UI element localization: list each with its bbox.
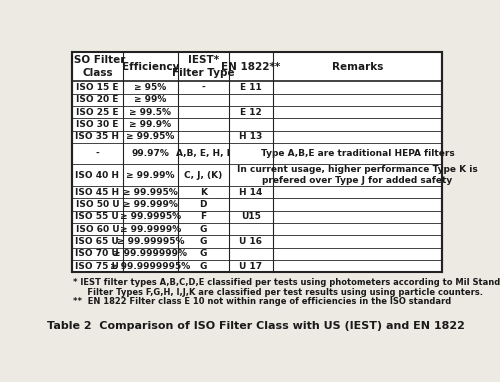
Bar bbox=[72, 52, 442, 272]
Text: ISO 55 U: ISO 55 U bbox=[76, 212, 119, 221]
Text: K: K bbox=[200, 188, 207, 197]
Text: H 13: H 13 bbox=[239, 132, 262, 141]
Text: ≥ 99.995%: ≥ 99.995% bbox=[123, 188, 178, 197]
Text: U15: U15 bbox=[241, 212, 260, 221]
Bar bbox=[72, 52, 442, 272]
Text: ≥ 99.99%: ≥ 99.99% bbox=[126, 171, 174, 180]
Text: G: G bbox=[200, 262, 207, 270]
Text: G: G bbox=[200, 237, 207, 246]
Text: ≥ 99.95%: ≥ 99.95% bbox=[126, 132, 174, 141]
Text: ISO 35 H: ISO 35 H bbox=[76, 132, 120, 141]
Text: **  EN 1822 Filter class E 10 not within range of efficiencies in the ISO standa: ** EN 1822 Filter class E 10 not within … bbox=[74, 297, 452, 306]
Text: -: - bbox=[96, 149, 99, 158]
Text: ISO Filter
Class: ISO Filter Class bbox=[70, 55, 125, 78]
Text: D: D bbox=[200, 200, 207, 209]
Text: -: - bbox=[202, 83, 205, 92]
Text: ≥ 95%: ≥ 95% bbox=[134, 83, 166, 92]
Text: Table 2  Comparison of ISO Filter Class with US (IEST) and EN 1822: Table 2 Comparison of ISO Filter Class w… bbox=[48, 321, 465, 331]
Text: * IEST filter types A,B,C,D,E classified per tests using photometers according t: * IEST filter types A,B,C,D,E classified… bbox=[74, 278, 500, 287]
Text: A,B, E, H, I: A,B, E, H, I bbox=[176, 149, 231, 158]
Text: E 11: E 11 bbox=[240, 83, 262, 92]
Text: Filter Types F,G,H, I,J,K are classified per test results using using particle c: Filter Types F,G,H, I,J,K are classified… bbox=[74, 288, 484, 296]
Text: ISO 65 U: ISO 65 U bbox=[76, 237, 119, 246]
Text: ISO 75 U: ISO 75 U bbox=[76, 262, 120, 270]
Text: G: G bbox=[200, 225, 207, 234]
Text: Efficiency: Efficiency bbox=[122, 62, 179, 72]
Text: ≥ 99.9999995%: ≥ 99.9999995% bbox=[110, 262, 190, 270]
Text: EN 1822**: EN 1822** bbox=[221, 62, 280, 72]
Text: H 14: H 14 bbox=[239, 188, 262, 197]
Text: ISO 40 H: ISO 40 H bbox=[76, 171, 120, 180]
Text: IEST*
Filter Type: IEST* Filter Type bbox=[172, 55, 234, 78]
Text: ≥ 99.9995%: ≥ 99.9995% bbox=[120, 212, 181, 221]
Text: U 16: U 16 bbox=[239, 237, 262, 246]
Text: ≥ 99.999999%: ≥ 99.999999% bbox=[114, 249, 188, 258]
Text: E 12: E 12 bbox=[240, 108, 262, 117]
Text: ≥ 99.9%: ≥ 99.9% bbox=[130, 120, 172, 129]
Text: ISO 70 U: ISO 70 U bbox=[76, 249, 119, 258]
Text: In current usage, higher performance Type K is
prefered over Type J for added sa: In current usage, higher performance Typ… bbox=[237, 165, 478, 185]
Text: ISO 25 E: ISO 25 E bbox=[76, 108, 118, 117]
Text: ISO 30 E: ISO 30 E bbox=[76, 120, 118, 129]
Text: Type A,B,E are traditional HEPA filters: Type A,B,E are traditional HEPA filters bbox=[260, 149, 454, 158]
Text: ISO 50 U: ISO 50 U bbox=[76, 200, 119, 209]
Text: ≥ 99.5%: ≥ 99.5% bbox=[130, 108, 172, 117]
Text: ≥ 99.9999%: ≥ 99.9999% bbox=[120, 225, 181, 234]
Text: ≥ 99.999%: ≥ 99.999% bbox=[123, 200, 178, 209]
Text: ≥ 99.99995%: ≥ 99.99995% bbox=[116, 237, 184, 246]
Text: G: G bbox=[200, 249, 207, 258]
Text: ISO 20 E: ISO 20 E bbox=[76, 95, 118, 104]
Text: C, J, (K): C, J, (K) bbox=[184, 171, 222, 180]
Text: U 17: U 17 bbox=[239, 262, 262, 270]
Text: ISO 45 H: ISO 45 H bbox=[76, 188, 120, 197]
Text: ≥ 99%: ≥ 99% bbox=[134, 95, 166, 104]
Text: ISO 60 U: ISO 60 U bbox=[76, 225, 119, 234]
Text: 99.97%: 99.97% bbox=[132, 149, 170, 158]
Text: ISO 15 E: ISO 15 E bbox=[76, 83, 118, 92]
Text: Remarks: Remarks bbox=[332, 62, 383, 72]
Text: F: F bbox=[200, 212, 206, 221]
